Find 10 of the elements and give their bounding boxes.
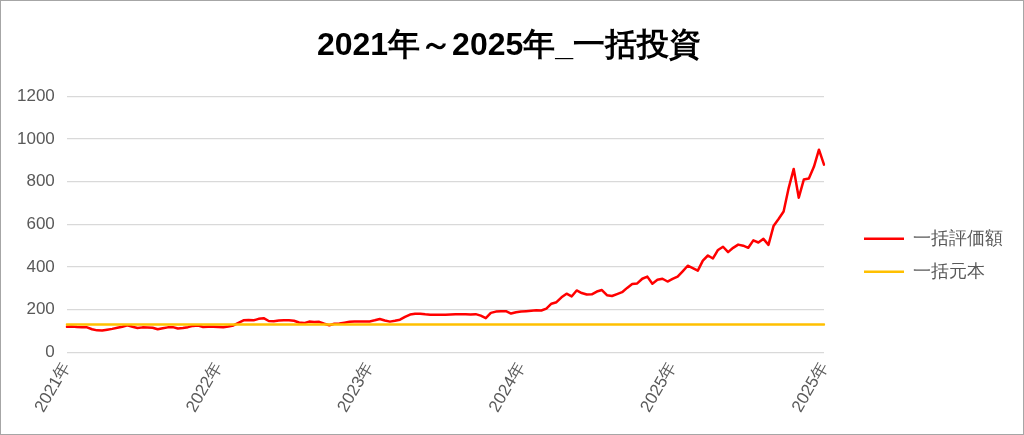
chart-title: 2021年～2025年_一括投資 [316,26,702,63]
y-tick-label: 1000 [16,128,55,148]
y-tick-label: 0 [45,342,55,362]
y-tick-label: 600 [26,214,55,234]
y-tick-label: 200 [26,299,55,319]
y-tick-label: 800 [26,171,55,191]
legend-label: 一括評価額 [913,227,1003,248]
legend-label: 一括元本 [913,260,985,281]
y-tick-label: 1200 [16,86,55,106]
y-tick-label: 400 [26,256,55,276]
